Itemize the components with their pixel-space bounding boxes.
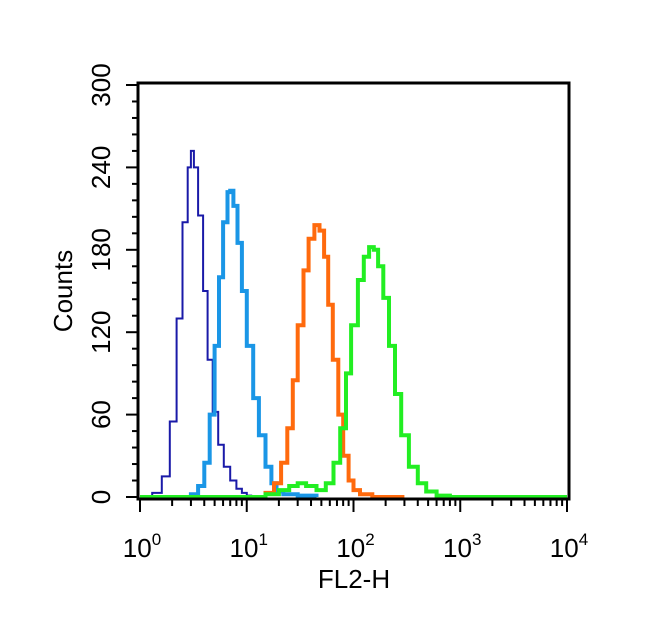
y-tick-label: 240 <box>86 146 116 189</box>
histogram-series-3 <box>255 223 405 499</box>
histogram-series-4 <box>140 245 567 499</box>
y-tick-label: 180 <box>86 228 116 271</box>
y-tick-label: 0 <box>86 490 116 504</box>
y-tick-label: 300 <box>86 63 116 106</box>
y-axis-ticks: 0 60 120 180 240 300 <box>86 63 138 504</box>
x-axis-label: FL2-H <box>318 564 390 594</box>
y-axis-label: Counts <box>48 250 78 332</box>
y-tick-label: 120 <box>86 311 116 354</box>
x-tick-label: 103 <box>443 530 481 563</box>
x-tick-label: 100 <box>123 530 161 563</box>
x-tick-label: 101 <box>230 530 268 563</box>
y-tick-label: 60 <box>86 400 116 429</box>
x-axis-ticks: 100 101 102 103 104 <box>123 499 588 563</box>
histogram-series-1 <box>140 149 256 498</box>
x-tick-label: 102 <box>336 530 374 563</box>
x-tick-label: 104 <box>550 530 588 563</box>
series-layer <box>140 149 567 499</box>
